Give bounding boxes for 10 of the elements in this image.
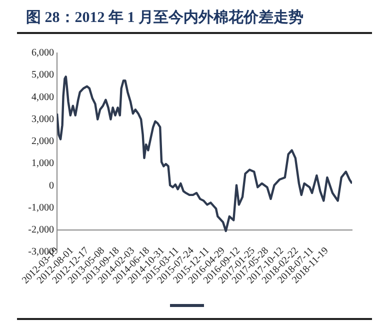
y-tick-label: 1,000 bbox=[31, 158, 54, 170]
y-tick-label: 5,000 bbox=[31, 70, 54, 81]
y-tick-label: 2,000 bbox=[31, 136, 54, 148]
y-tick-label: 3,000 bbox=[31, 114, 54, 125]
chart-title: 图 28：2012 年 1 月至今内外棉花价差走势 bbox=[26, 8, 304, 27]
y-tick-label: 4,000 bbox=[31, 92, 54, 103]
y-tick-label: -2,000 bbox=[28, 224, 54, 236]
y-tick-label: 0 bbox=[48, 180, 54, 192]
y-tick-label: -1,000 bbox=[28, 202, 54, 214]
y-tick-label: 6,000 bbox=[31, 48, 54, 59]
